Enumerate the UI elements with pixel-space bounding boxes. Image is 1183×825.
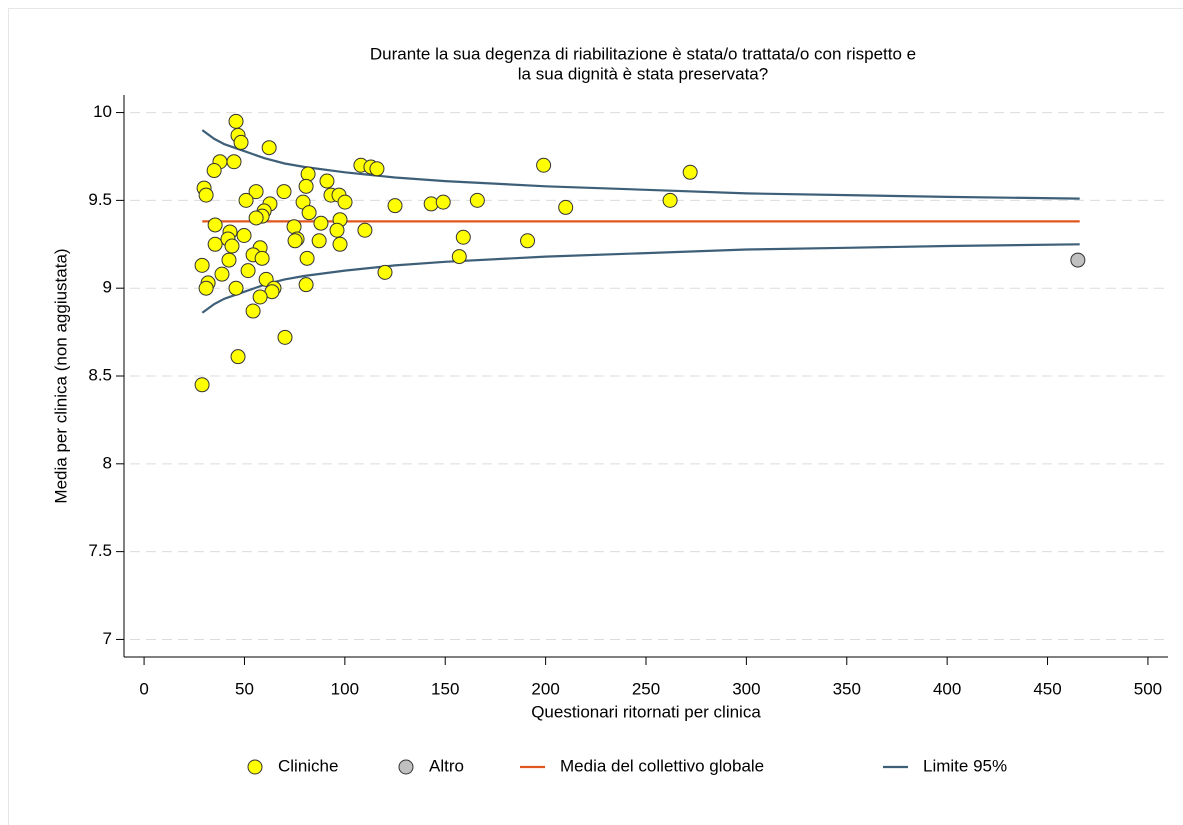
x-tick-label: 450 <box>1033 679 1061 698</box>
point <box>387 198 403 214</box>
point <box>228 113 244 129</box>
point <box>248 210 264 226</box>
point <box>214 266 230 282</box>
point <box>206 163 222 179</box>
point <box>252 289 268 305</box>
point <box>435 194 451 210</box>
point <box>198 187 214 203</box>
x-tick-label: 100 <box>331 679 359 698</box>
legend-label: Limite 95% <box>923 756 1007 775</box>
y-tick-label: 8.5 <box>88 365 112 384</box>
y-tick-label: 10 <box>93 102 112 121</box>
y-tick-label: 9.5 <box>88 190 112 209</box>
x-tick-label: 300 <box>732 679 760 698</box>
point <box>236 228 252 243</box>
x-tick-label: 350 <box>833 679 861 698</box>
point <box>536 157 552 173</box>
point <box>207 217 223 233</box>
y-axis-label: Media per clinica (non aggiustata) <box>51 248 70 503</box>
point <box>369 161 385 177</box>
point <box>682 164 698 180</box>
x-tick-label: 200 <box>531 679 559 698</box>
point <box>194 377 210 393</box>
point <box>226 154 242 170</box>
point <box>455 229 471 245</box>
point <box>337 194 353 210</box>
point <box>207 236 223 252</box>
x-axis-label: Questionari ritornati per clinica <box>531 702 761 721</box>
y-tick-label: 8 <box>103 453 112 472</box>
point <box>230 349 246 365</box>
point <box>286 219 302 235</box>
x-tick-label: 400 <box>933 679 961 698</box>
y-tick-label: 9 <box>103 278 112 297</box>
point <box>520 233 536 249</box>
chart-title: Durante la sua degenza di riabilitazione… <box>370 44 916 63</box>
point <box>254 250 270 266</box>
x-tick-label: 0 <box>139 679 148 698</box>
point <box>1070 252 1086 268</box>
legend-label: Cliniche <box>278 756 338 775</box>
frame <box>8 8 1183 825</box>
point <box>233 134 249 150</box>
x-tick-label: 500 <box>1134 679 1162 698</box>
point <box>194 257 210 273</box>
point <box>451 249 467 265</box>
legend-marker <box>398 759 414 775</box>
x-tick-label: 150 <box>431 679 459 698</box>
upper-limit <box>201 129 1080 200</box>
legend-label: Altro <box>429 756 464 775</box>
point <box>277 329 293 345</box>
point <box>224 238 240 254</box>
y-tick-label: 7 <box>103 629 112 648</box>
point <box>662 192 678 208</box>
point <box>300 166 316 182</box>
point <box>299 250 315 266</box>
point <box>469 192 485 208</box>
point <box>198 280 214 296</box>
point <box>238 192 254 208</box>
y-tick-label: 7.5 <box>88 541 112 560</box>
point <box>245 303 261 319</box>
point <box>248 184 264 200</box>
point <box>332 236 348 252</box>
point <box>329 222 345 238</box>
point <box>311 233 327 249</box>
point <box>276 184 292 200</box>
point <box>357 222 373 238</box>
point <box>301 205 317 221</box>
point <box>298 277 314 293</box>
point <box>240 263 256 279</box>
point <box>221 252 237 268</box>
legend-label: Media del collettivo globale <box>560 756 764 775</box>
chart-title: la sua dignità è stata preservata? <box>518 64 768 83</box>
point <box>228 280 244 296</box>
point <box>313 215 329 231</box>
x-tick-label: 50 <box>235 679 254 698</box>
point <box>558 199 574 215</box>
point <box>287 233 303 249</box>
x-tick-label: 250 <box>632 679 660 698</box>
point <box>261 140 277 156</box>
point <box>319 173 335 189</box>
legend-marker <box>247 759 263 775</box>
point <box>377 264 393 280</box>
point <box>298 178 314 194</box>
